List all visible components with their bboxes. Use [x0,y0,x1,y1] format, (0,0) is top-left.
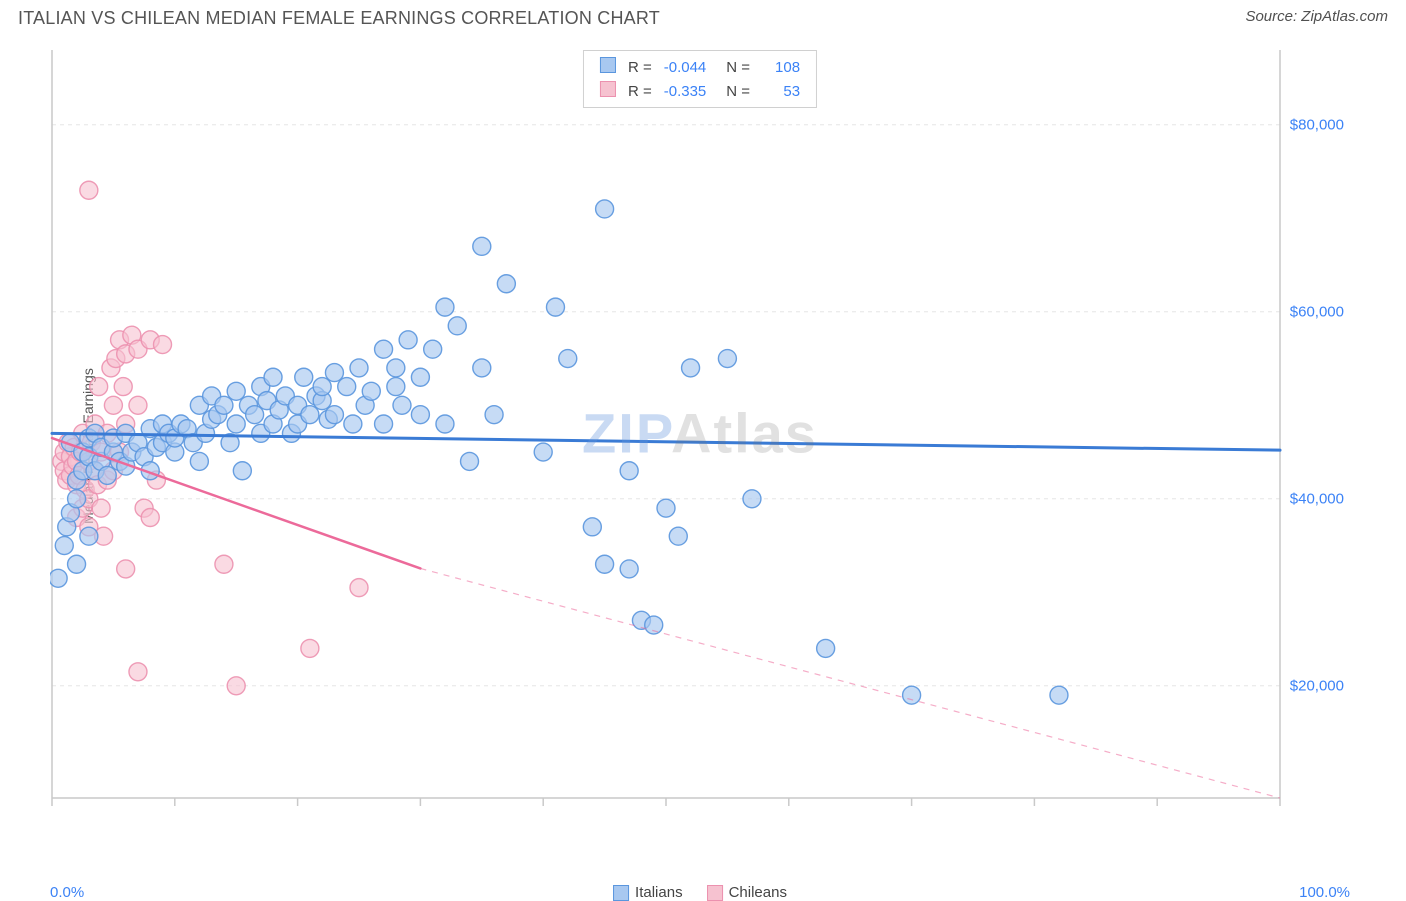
y-tick-label: $40,000 [1290,490,1344,507]
legend-label-chileans: Chileans [729,884,787,901]
stat-n-chileans: 53 [756,79,806,103]
legend-item-chileans: Chileans [707,884,787,901]
series-legend: Italians Chileans [613,884,787,901]
chart-container: ITALIAN VS CHILEAN MEDIAN FEMALE EARNING… [0,0,1406,892]
stats-legend-box: R = -0.044 N = 108 R = -0.335 N = 53 [583,50,817,108]
stats-row-chileans: R = -0.335 N = 53 [594,79,806,103]
legend-label-italians: Italians [635,884,683,901]
swatch-chileans-icon [707,885,723,901]
legend-item-italians: Italians [613,884,683,901]
stat-label-n: N = [712,55,756,79]
stat-n-italians: 108 [756,55,806,79]
stat-label-r: R = [622,55,658,79]
plot-area: ZIPAtlas R = -0.044 N = 108 R = -0.335 N… [50,48,1350,818]
stats-row-italians: R = -0.044 N = 108 [594,55,806,79]
chart-header: ITALIAN VS CHILEAN MEDIAN FEMALE EARNING… [0,8,1406,29]
stat-label-r: R = [622,79,658,103]
chart-title: ITALIAN VS CHILEAN MEDIAN FEMALE EARNING… [18,8,660,29]
x-axis-max-label: 100.0% [1299,884,1350,901]
y-tick-label: $60,000 [1290,303,1344,320]
stat-label-n: N = [712,79,756,103]
y-tick-label: $20,000 [1290,677,1344,694]
stat-r-chileans: -0.335 [658,79,713,103]
swatch-chileans-icon [600,81,616,97]
y-tick-label: $80,000 [1290,116,1344,133]
swatch-italians-icon [600,57,616,73]
swatch-italians-icon [613,885,629,901]
chart-source: Source: ZipAtlas.com [1245,8,1388,29]
stat-r-italians: -0.044 [658,55,713,79]
x-axis-min-label: 0.0% [50,884,84,901]
